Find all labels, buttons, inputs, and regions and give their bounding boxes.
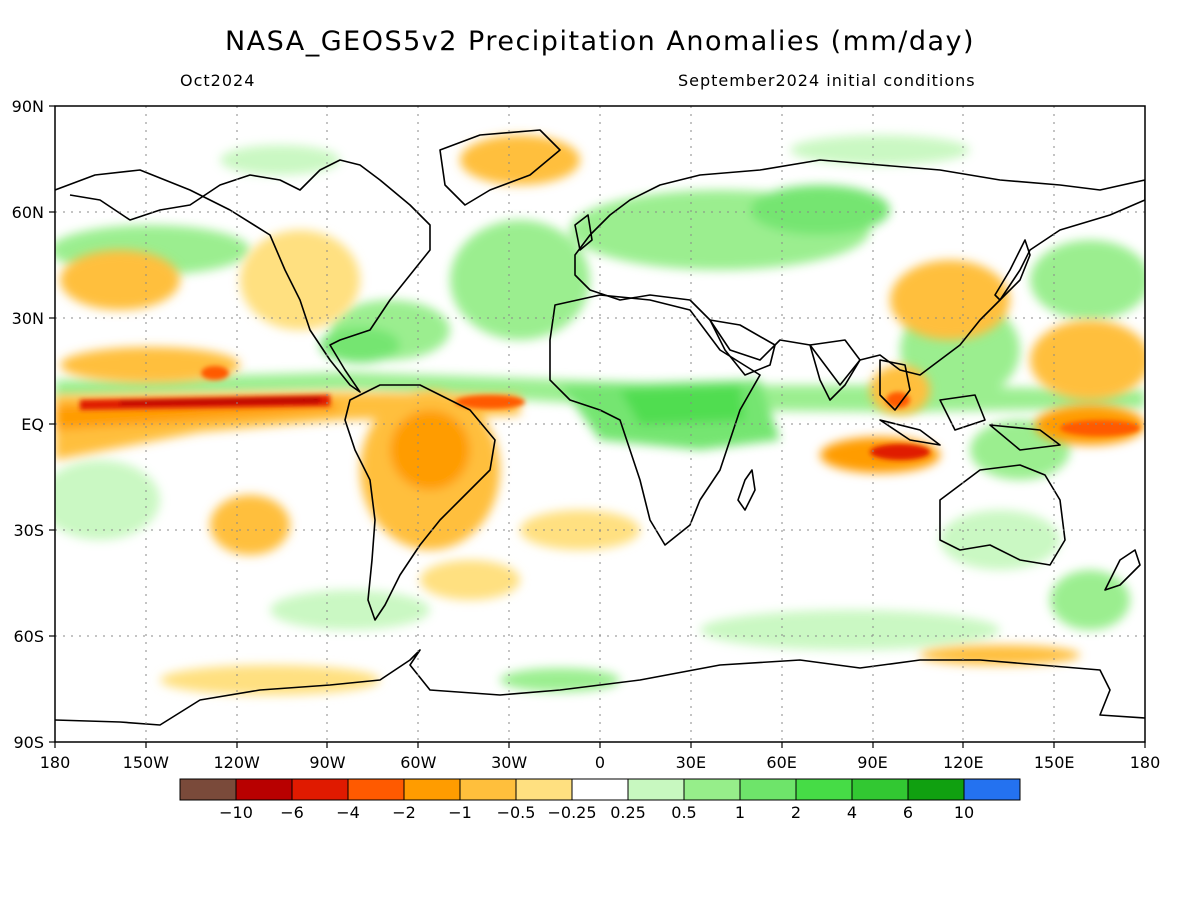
latitude-labels: 90N 60N 30N EQ 30S 60S 90S bbox=[12, 97, 44, 752]
lon-label: 120W bbox=[213, 753, 260, 772]
lon-label: 90E bbox=[857, 753, 887, 772]
lat-label: 30S bbox=[13, 521, 44, 540]
lon-label: 0 bbox=[595, 753, 605, 772]
colorbar-swatch bbox=[403, 778, 461, 801]
colorbar-swatch bbox=[907, 778, 965, 801]
lon-label: 120E bbox=[943, 753, 984, 772]
colorbar-label: −2 bbox=[392, 803, 416, 822]
colorbar-swatch bbox=[347, 778, 405, 801]
colorbar-swatch bbox=[291, 778, 349, 801]
colorbar-label: 0.5 bbox=[671, 803, 696, 822]
colorbar-swatch bbox=[459, 778, 517, 801]
colorbar-swatch bbox=[235, 778, 293, 801]
colorbar-label: 6 bbox=[903, 803, 913, 822]
lon-label: 30E bbox=[676, 753, 706, 772]
colorbar-swatch bbox=[851, 778, 909, 801]
colorbar-label: 10 bbox=[954, 803, 974, 822]
axis-ticks bbox=[49, 105, 1146, 748]
colorbar-swatch bbox=[571, 778, 629, 801]
colorbar-label: −0.5 bbox=[497, 803, 536, 822]
longitude-labels: 180 150W 120W 90W 60W 30W 0 30E 60E 90E 120E 150E 18… bbox=[40, 753, 1161, 772]
lat-label: 60N bbox=[12, 203, 44, 222]
colorbar bbox=[179, 778, 1021, 801]
colorbar-label: −1 bbox=[448, 803, 472, 822]
map-title: NASA_GEOS5v2 Precipitation Anomalies (mm… bbox=[224, 26, 976, 57]
colorbar-label: 1 bbox=[735, 803, 745, 822]
colorbar-swatch bbox=[515, 778, 573, 801]
map-area bbox=[55, 106, 1145, 742]
lat-label: EQ bbox=[21, 415, 44, 434]
colorbar-label: 2 bbox=[791, 803, 801, 822]
colorbar-swatch bbox=[179, 778, 237, 801]
colorbar-label: −10 bbox=[219, 803, 253, 822]
lon-label: 90W bbox=[309, 753, 345, 772]
lon-label: 150W bbox=[123, 753, 170, 772]
negative-anomaly-fields bbox=[55, 135, 1145, 695]
lon-label: 30W bbox=[491, 753, 527, 772]
colorbar-label: −0.25 bbox=[547, 803, 596, 822]
coastlines bbox=[55, 129, 1145, 726]
colorbar-label: 0.25 bbox=[610, 803, 646, 822]
colorbar-labels: −10 −6 −4 −2 −1 −0.5 −0.25 0.25 0.5 1 2 4 6 10 bbox=[219, 803, 974, 822]
lat-label: 30N bbox=[12, 309, 44, 328]
lon-label: 60W bbox=[400, 753, 436, 772]
lon-label: 180 bbox=[40, 753, 71, 772]
colorbar-label: −4 bbox=[336, 803, 360, 822]
colorbar-swatch bbox=[683, 778, 741, 801]
colorbar-swatch bbox=[739, 778, 797, 801]
initial-conditions-label: September2024 initial conditions bbox=[678, 71, 976, 90]
colorbar-swatch bbox=[963, 778, 1021, 801]
lat-label: 60S bbox=[13, 627, 44, 646]
lat-label: 90N bbox=[12, 97, 44, 116]
colorbar-label: −6 bbox=[280, 803, 304, 822]
lat-label: 90S bbox=[13, 733, 44, 752]
forecast-month-label: Oct2024 bbox=[180, 71, 256, 90]
lon-label: 180 bbox=[1130, 753, 1161, 772]
lon-label: 150E bbox=[1034, 753, 1075, 772]
lon-label: 60E bbox=[766, 753, 796, 772]
colorbar-label: 4 bbox=[847, 803, 857, 822]
colorbar-swatch bbox=[627, 778, 685, 801]
colorbar-swatch bbox=[795, 778, 853, 801]
lat-lon-grid bbox=[55, 106, 1145, 742]
